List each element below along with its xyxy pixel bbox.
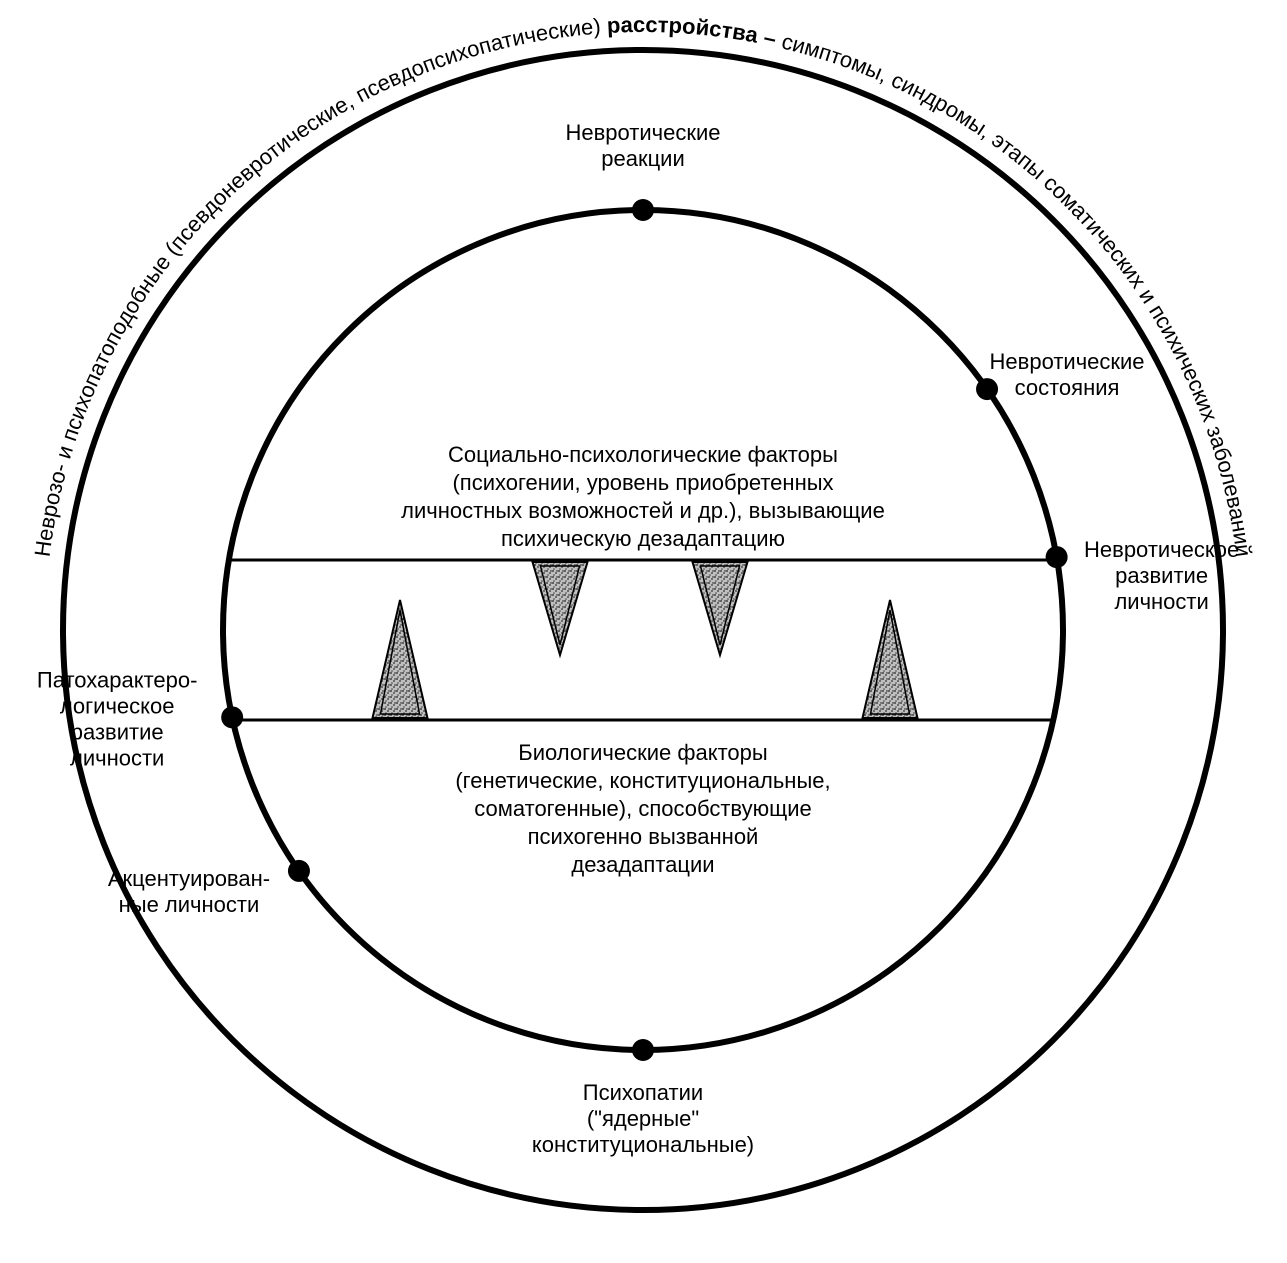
node-dot [1046, 546, 1068, 568]
node-dot [221, 706, 243, 728]
node-dot [632, 1039, 654, 1061]
node-dot [288, 860, 310, 882]
node-label: Акцентуирован-ные личности [108, 866, 270, 917]
background [0, 0, 1287, 1263]
node-dot [632, 199, 654, 221]
node-dot [976, 378, 998, 400]
diagram-root: Неврозо- и психопатоподобные (псевдоневр… [0, 0, 1287, 1263]
